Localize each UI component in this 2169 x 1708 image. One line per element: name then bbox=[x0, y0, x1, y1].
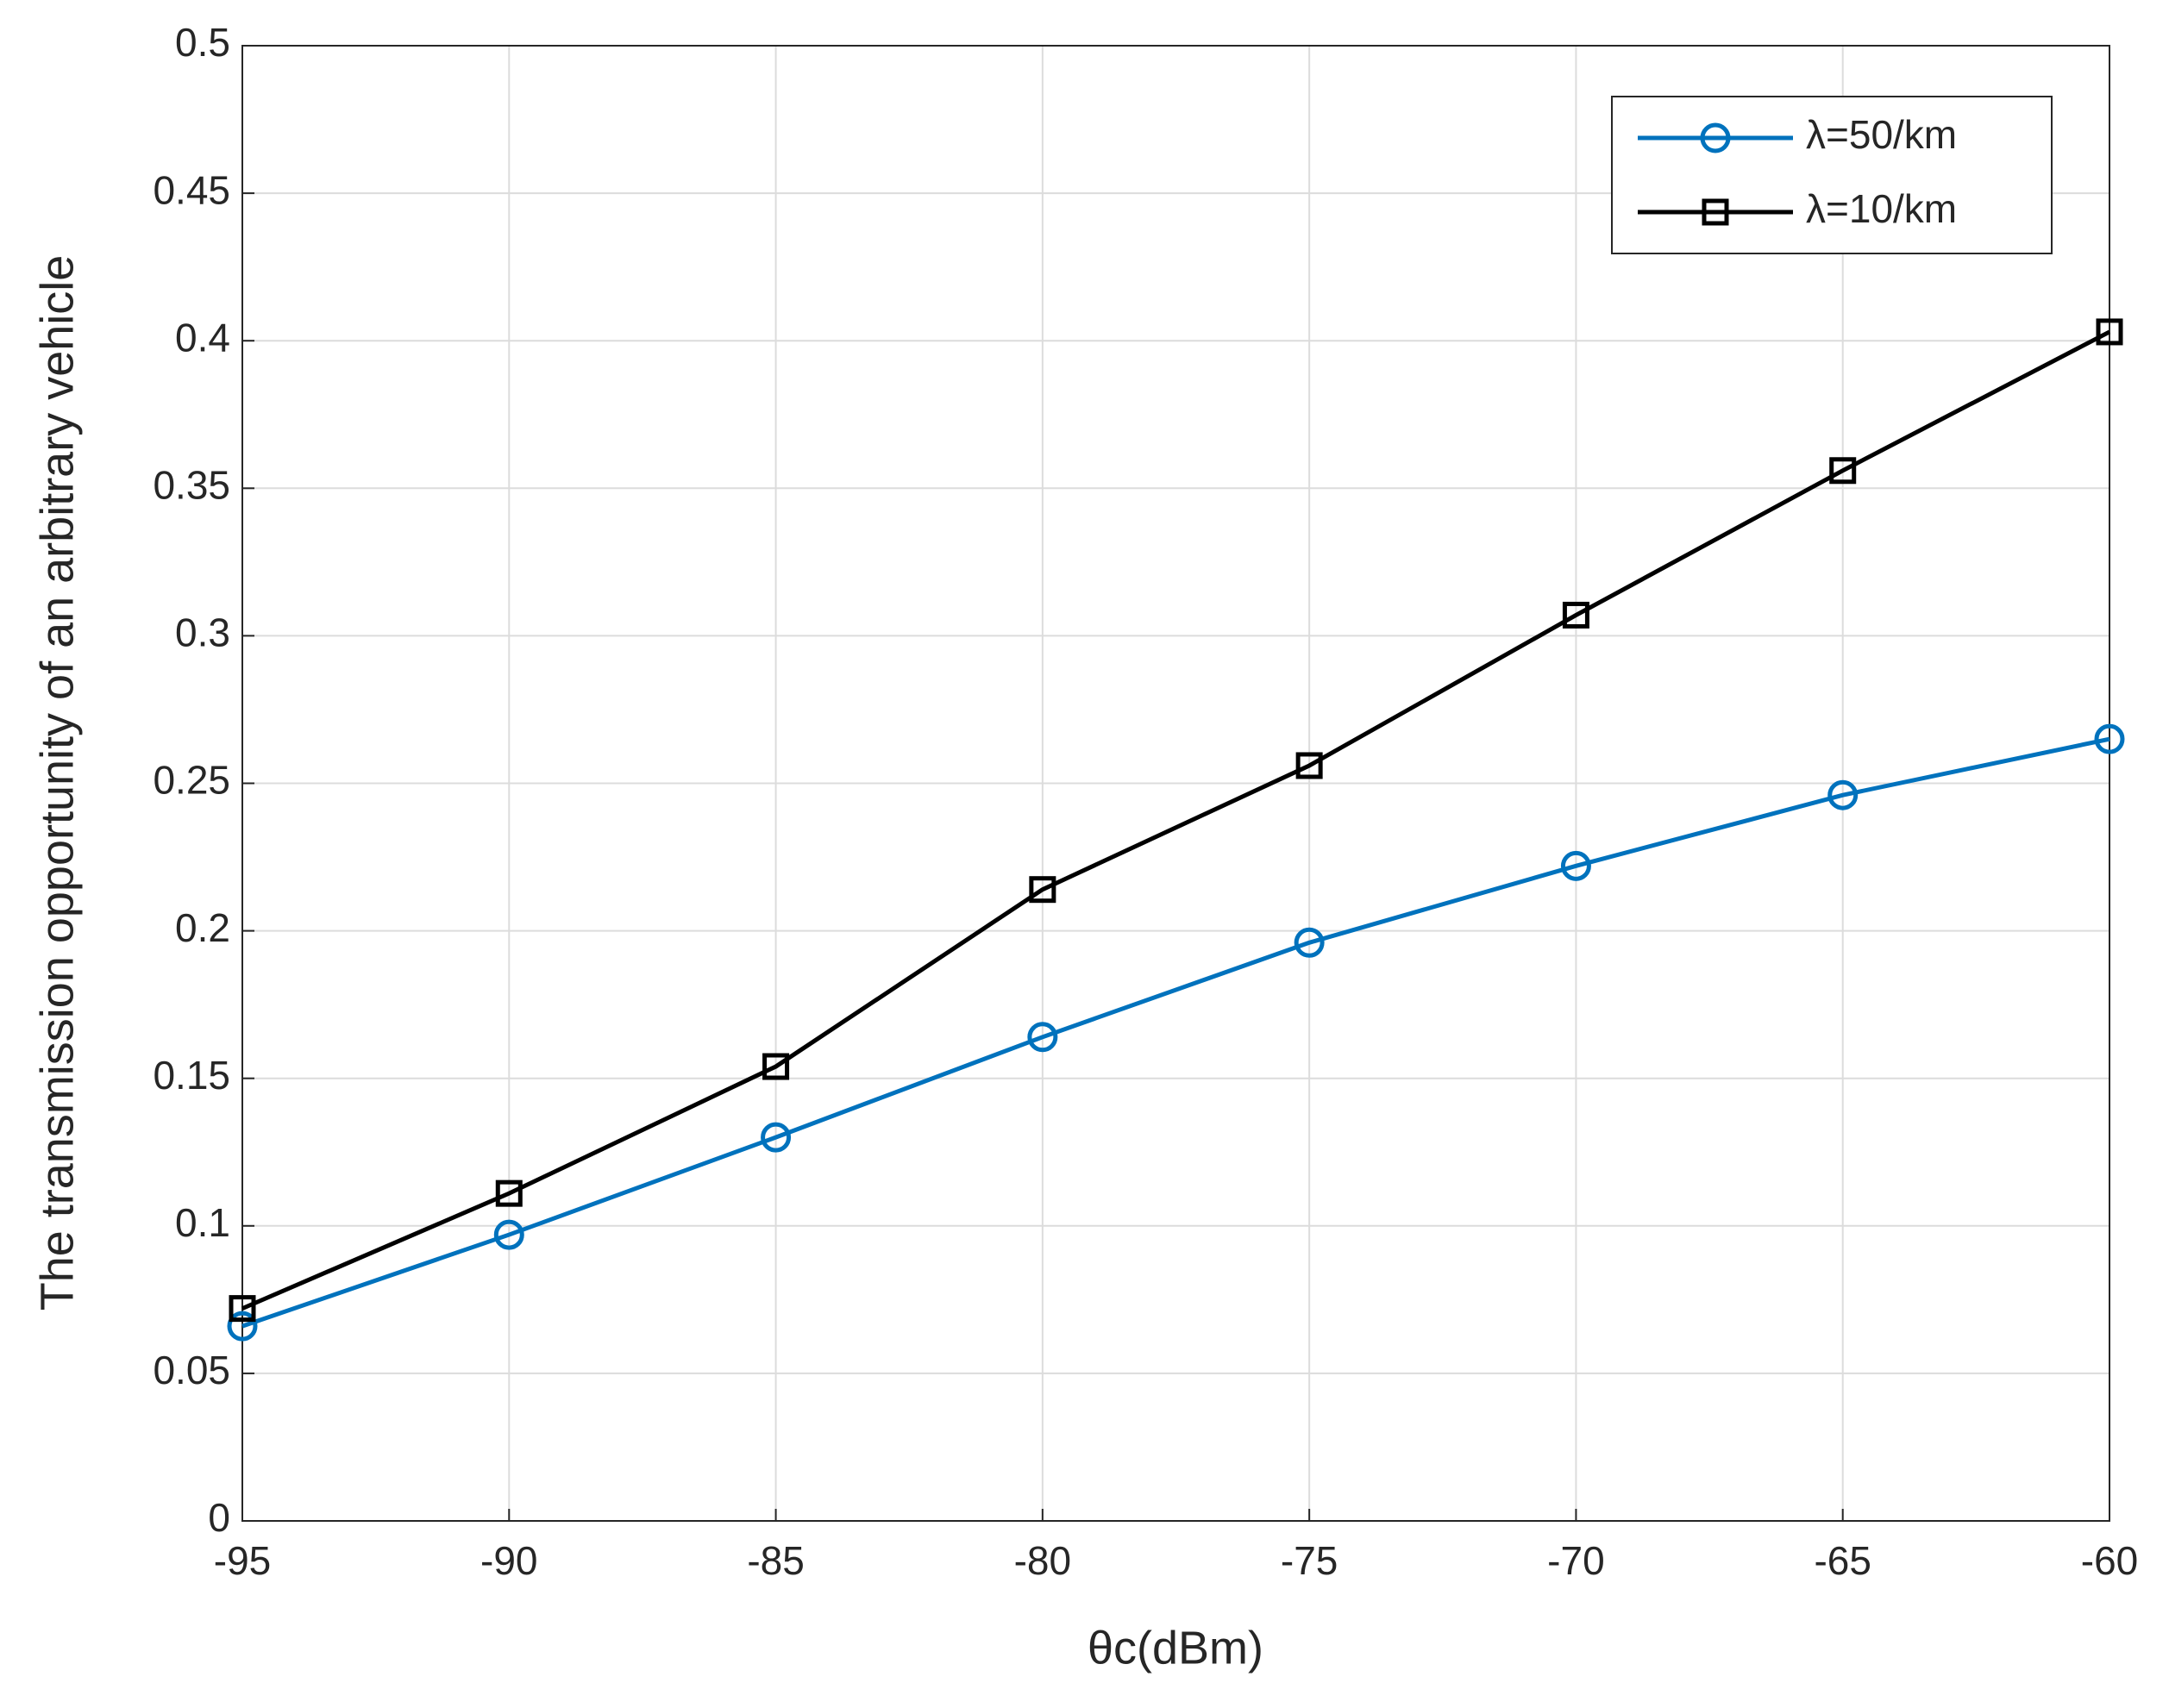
x-tick-label: -95 bbox=[214, 1538, 271, 1583]
marker bbox=[495, 1179, 523, 1207]
y-tick-label: 0.25 bbox=[153, 758, 230, 803]
legend-box bbox=[1611, 96, 2053, 254]
marker bbox=[2094, 723, 2125, 754]
y-tick-label: 0.1 bbox=[175, 1200, 230, 1245]
marker bbox=[2096, 318, 2123, 346]
x-tick-label: -75 bbox=[1281, 1538, 1338, 1583]
marker bbox=[1294, 927, 1325, 958]
y-tick-label: 0.5 bbox=[175, 20, 230, 65]
legend-label: λ=50/km bbox=[1806, 112, 1957, 157]
marker bbox=[1027, 1022, 1058, 1053]
y-tick-label: 0.35 bbox=[153, 462, 230, 507]
marker bbox=[762, 1053, 790, 1080]
marker bbox=[761, 1122, 792, 1153]
marker bbox=[1829, 457, 1857, 485]
x-tick-label: -80 bbox=[1014, 1538, 1071, 1583]
marker bbox=[227, 1311, 258, 1342]
x-tick-label: -60 bbox=[2081, 1538, 2138, 1583]
marker bbox=[493, 1219, 524, 1250]
marker bbox=[1702, 198, 1729, 226]
x-tick-label: -70 bbox=[1547, 1538, 1604, 1583]
series-line bbox=[241, 329, 2111, 1311]
marker bbox=[1560, 850, 1591, 881]
y-tick-label: 0.05 bbox=[153, 1348, 230, 1392]
marker bbox=[1562, 601, 1589, 629]
marker bbox=[1827, 779, 1859, 810]
x-axis-label: θc(dBm) bbox=[1088, 1622, 1263, 1674]
x-tick-label: -65 bbox=[1814, 1538, 1871, 1583]
marker bbox=[1029, 876, 1056, 904]
marker bbox=[1295, 752, 1323, 779]
y-tick-label: 0.15 bbox=[153, 1053, 230, 1098]
y-tick-label: 0.45 bbox=[153, 167, 230, 212]
x-tick-label: -90 bbox=[480, 1538, 537, 1583]
y-tick-label: 0.2 bbox=[175, 905, 230, 950]
y-tick-label: 0 bbox=[208, 1495, 230, 1540]
y-tick-label: 0.4 bbox=[175, 315, 230, 360]
series-line bbox=[241, 736, 2110, 1329]
y-axis-label: The transmission opportunity of an arbit… bbox=[31, 255, 83, 1311]
marker bbox=[229, 1295, 256, 1323]
x-tick-label: -85 bbox=[747, 1538, 804, 1583]
marker bbox=[1700, 122, 1731, 153]
legend-label: λ=10/km bbox=[1806, 186, 1957, 231]
y-tick-label: 0.3 bbox=[175, 610, 230, 655]
axes-box bbox=[241, 45, 2110, 1522]
